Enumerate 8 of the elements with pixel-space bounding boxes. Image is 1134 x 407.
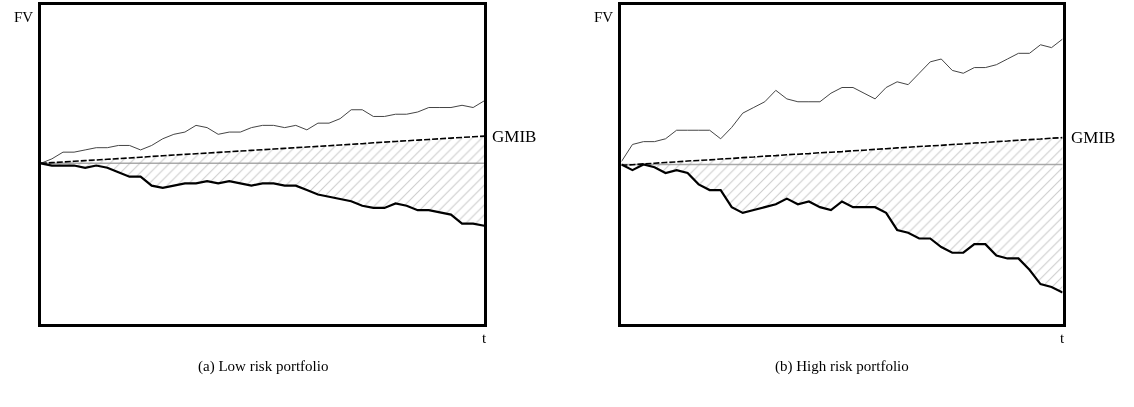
- y-axis-title: FV: [14, 9, 34, 25]
- x-axis-title: t: [482, 330, 487, 346]
- x-axis-title: t: [1060, 330, 1065, 346]
- text: (a) Low risk portfolio: [198, 358, 329, 375]
- text: (b) High risk portfolio: [775, 358, 909, 375]
- y-axis-title: FV: [594, 9, 614, 25]
- series-label: GMIB: [1071, 128, 1116, 147]
- series-label: GMIB: [492, 127, 537, 146]
